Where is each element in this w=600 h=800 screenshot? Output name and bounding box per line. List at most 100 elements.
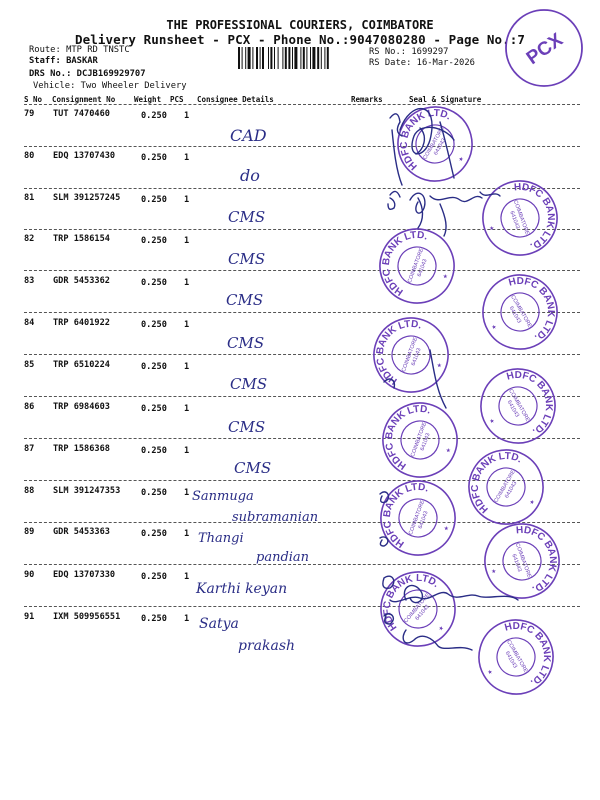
row-consignee: CMS bbox=[227, 334, 265, 352]
row-consignment: TRP 1586154 bbox=[53, 234, 110, 244]
row-consignee-line2: subramanian bbox=[232, 510, 319, 525]
row-weight: 0.250 bbox=[141, 278, 167, 288]
row-consignment: GDR 5453362 bbox=[53, 276, 110, 286]
seal-star-icon: ★ bbox=[489, 322, 499, 331]
col-consignment: Consignment No bbox=[52, 95, 116, 104]
row-consignment: TRP 6510224 bbox=[53, 360, 110, 370]
row-consignment: EDQ 13707430 bbox=[53, 151, 116, 161]
row-weight: 0.250 bbox=[141, 111, 167, 121]
row-rule bbox=[24, 606, 580, 607]
seal-pincode: 641043 bbox=[420, 432, 432, 451]
row-weight: 0.250 bbox=[141, 236, 167, 246]
row-sno: 84 bbox=[24, 318, 35, 328]
company-name: THE PROFESSIONAL COURIERS, COIMBATORE bbox=[166, 18, 434, 32]
row-consignee: Sanmuga bbox=[192, 489, 254, 504]
row-weight: 0.250 bbox=[141, 488, 167, 498]
row-weight: 0.250 bbox=[141, 404, 167, 414]
row-sno: 90 bbox=[24, 570, 35, 580]
row-consignee: CMS bbox=[228, 250, 266, 268]
row-sno: 86 bbox=[24, 402, 35, 412]
barcode-icon bbox=[238, 47, 329, 69]
seal-star-icon: ★ bbox=[434, 361, 444, 369]
row-pcs: 1 bbox=[184, 572, 190, 582]
row-consignment: TRP 1586368 bbox=[53, 444, 110, 454]
row-sno: 85 bbox=[24, 360, 35, 370]
row-pcs: 1 bbox=[184, 446, 190, 456]
seal-pincode: 641043 bbox=[508, 210, 520, 229]
row-pcs: 1 bbox=[184, 320, 190, 330]
seal-star-icon: ★ bbox=[526, 497, 536, 506]
header-rule bbox=[24, 104, 580, 105]
row-sno: 88 bbox=[24, 486, 35, 496]
row-consignment: TRP 6401922 bbox=[53, 318, 110, 328]
seal-star-icon: ★ bbox=[441, 524, 451, 532]
col-pcs: PCS bbox=[170, 95, 184, 104]
seal-pincode: 641043 bbox=[411, 347, 423, 366]
row-rule bbox=[24, 396, 580, 397]
row-rule bbox=[24, 480, 580, 481]
pcx-stamp-icon: PCX bbox=[505, 9, 583, 87]
row-pcs: 1 bbox=[184, 153, 190, 163]
row-consignment: EDQ 13707330 bbox=[53, 570, 116, 580]
row-pcs: 1 bbox=[184, 488, 190, 498]
row-weight: 0.250 bbox=[141, 614, 167, 624]
row-pcs: 1 bbox=[184, 195, 190, 205]
row-rule bbox=[24, 270, 580, 271]
row-sno: 87 bbox=[24, 444, 35, 454]
seal-star-icon: ★ bbox=[487, 416, 497, 425]
row-weight: 0.250 bbox=[141, 362, 167, 372]
row-pcs: 1 bbox=[184, 614, 190, 624]
row-consignment: IXM 509956551 bbox=[53, 612, 121, 622]
seal-pincode: 641043 bbox=[418, 510, 430, 529]
row-consignee: Satya bbox=[199, 616, 239, 632]
row-pcs: 1 bbox=[184, 278, 190, 288]
row-sno: 83 bbox=[24, 276, 35, 286]
row-consignee: CMS bbox=[226, 291, 264, 309]
row-consignee: CMS bbox=[230, 375, 268, 393]
row-rule bbox=[24, 229, 580, 230]
seal-star-icon: ★ bbox=[455, 154, 465, 163]
seal-star-icon: ★ bbox=[440, 272, 450, 280]
row-consignee: CMS bbox=[228, 208, 266, 226]
col-weight: Weight bbox=[134, 95, 162, 104]
seal-star-icon: ★ bbox=[485, 667, 495, 676]
col-sno: S No bbox=[24, 95, 43, 104]
row-consignment: SLM 391247353 bbox=[53, 486, 121, 496]
row-rule bbox=[24, 564, 580, 565]
signature-scribbles bbox=[379, 107, 519, 651]
seal-pincode: 641043 bbox=[510, 553, 522, 572]
row-consignment: GDR 5453363 bbox=[53, 527, 110, 537]
row-rule bbox=[24, 354, 580, 355]
row-sno: 89 bbox=[24, 527, 35, 537]
vehicle-label: Vehicle: Two Wheeler Delivery bbox=[33, 81, 187, 91]
row-consignment: SLM 391257245 bbox=[53, 193, 121, 203]
row-rule bbox=[24, 438, 580, 439]
seal-pincode: 641043 bbox=[417, 258, 429, 277]
row-rule bbox=[24, 188, 580, 189]
row-sno: 91 bbox=[24, 612, 35, 622]
runsheet-title: Delivery Runsheet - PCX - Phone No.:9047… bbox=[75, 32, 525, 47]
row-weight: 0.250 bbox=[141, 195, 167, 205]
seal-star-icon: ★ bbox=[487, 224, 497, 232]
rs-date: RS Date: 16-Mar-2026 bbox=[369, 58, 475, 68]
col-remarks: Remarks bbox=[351, 95, 383, 104]
row-consignee-line2: prakash bbox=[238, 638, 296, 654]
row-sno: 81 bbox=[24, 193, 35, 203]
row-consignment: TRP 6984603 bbox=[53, 402, 110, 412]
col-consignee: Consignee Details bbox=[197, 95, 274, 104]
drs-label: DRS No.: DCJB169929707 bbox=[29, 69, 146, 79]
row-consignee: Karthi keyan bbox=[196, 581, 288, 597]
row-sno: 79 bbox=[24, 109, 35, 119]
row-pcs: 1 bbox=[184, 236, 190, 246]
row-weight: 0.250 bbox=[141, 153, 167, 163]
